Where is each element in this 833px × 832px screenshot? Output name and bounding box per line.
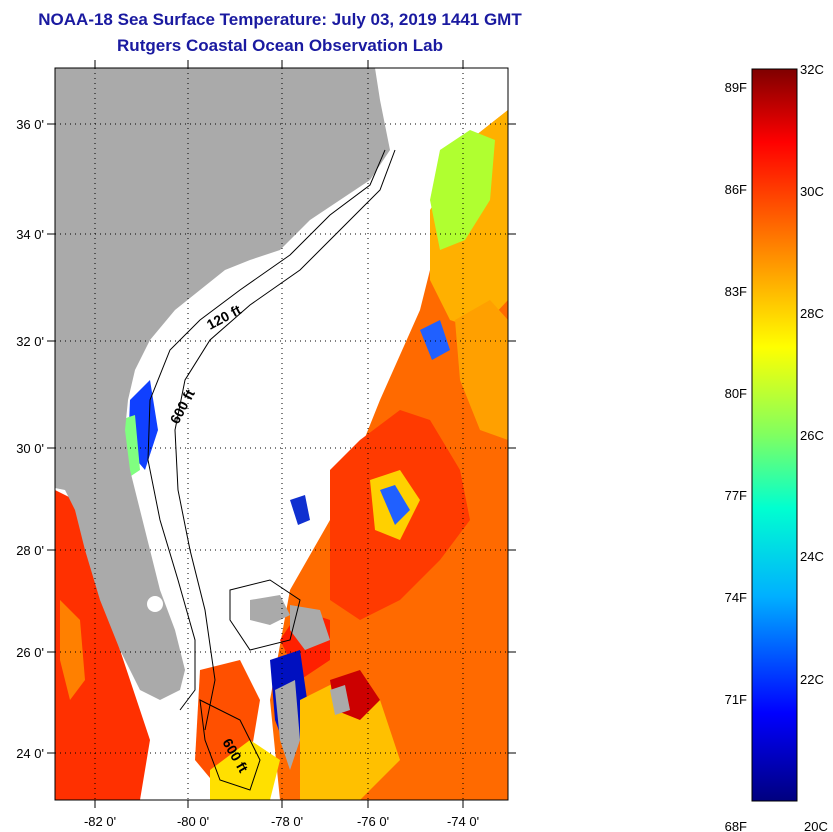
lat-label: 28 0' — [16, 543, 44, 558]
depth-contours — [147, 149, 396, 791]
map-area — [55, 68, 508, 800]
lat-label: 36 0' — [16, 117, 44, 132]
colorbar-label-c: 22C — [800, 672, 824, 687]
land-layer — [55, 68, 390, 770]
colorbar-label-c: 20C — [804, 819, 828, 832]
lat-label: 24 0' — [16, 746, 44, 761]
map-title: NOAA-18 Sea Surface Temperature: July 03… — [38, 10, 522, 29]
colorbar-label-f: 68F — [725, 819, 747, 832]
colorbar-label-f: 80F — [725, 386, 747, 401]
colorbar-label-f: 89F — [725, 80, 747, 95]
lat-label: 26 0' — [16, 645, 44, 660]
colorbar-label-f: 86F — [725, 182, 747, 197]
colorbar-label-c: 26C — [800, 428, 824, 443]
lon-label: -74 0' — [447, 814, 479, 829]
lon-label: -80 0' — [177, 814, 209, 829]
latitude-labels: 36 0' 34 0' 32 0' 30 0' 28 0' 26 0' 24 0… — [16, 117, 44, 761]
colorbar-label-f: 71F — [725, 692, 747, 707]
colorbar-label-f: 74F — [725, 590, 747, 605]
longitude-labels: -82 0' -80 0' -78 0' -76 0' -74 0' — [84, 814, 479, 829]
lat-label: 32 0' — [16, 334, 44, 349]
colorbar-celsius-labels: 32C 30C 28C 26C 24C 22C 20C — [800, 62, 828, 832]
lat-label: 34 0' — [16, 227, 44, 242]
sst-data-layer — [55, 110, 508, 800]
graticule — [55, 68, 508, 800]
colorbar-label-c: 24C — [800, 549, 824, 564]
colorbar-label-c: 30C — [800, 184, 824, 199]
lat-label: 30 0' — [16, 441, 44, 456]
lon-label: -76 0' — [357, 814, 389, 829]
colorbar-label-c: 28C — [800, 306, 824, 321]
axis-ticks — [47, 60, 516, 808]
lon-label: -78 0' — [271, 814, 303, 829]
colorbar-label-f: 77F — [725, 488, 747, 503]
temperature-colorbar — [751, 68, 798, 802]
map-subtitle: Rutgers Coastal Ocean Observation Lab — [117, 36, 443, 55]
lon-label: -82 0' — [84, 814, 116, 829]
colorbar-fahrenheit-labels: 89F 86F 83F 80F 77F 74F 71F 68F — [725, 80, 747, 832]
colorbar-label-f: 83F — [725, 284, 747, 299]
colorbar-label-c: 32C — [800, 62, 824, 77]
